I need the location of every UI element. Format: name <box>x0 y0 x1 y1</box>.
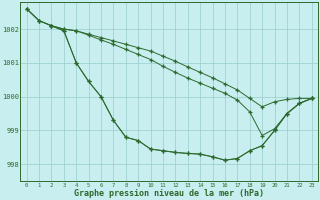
X-axis label: Graphe pression niveau de la mer (hPa): Graphe pression niveau de la mer (hPa) <box>74 189 264 198</box>
